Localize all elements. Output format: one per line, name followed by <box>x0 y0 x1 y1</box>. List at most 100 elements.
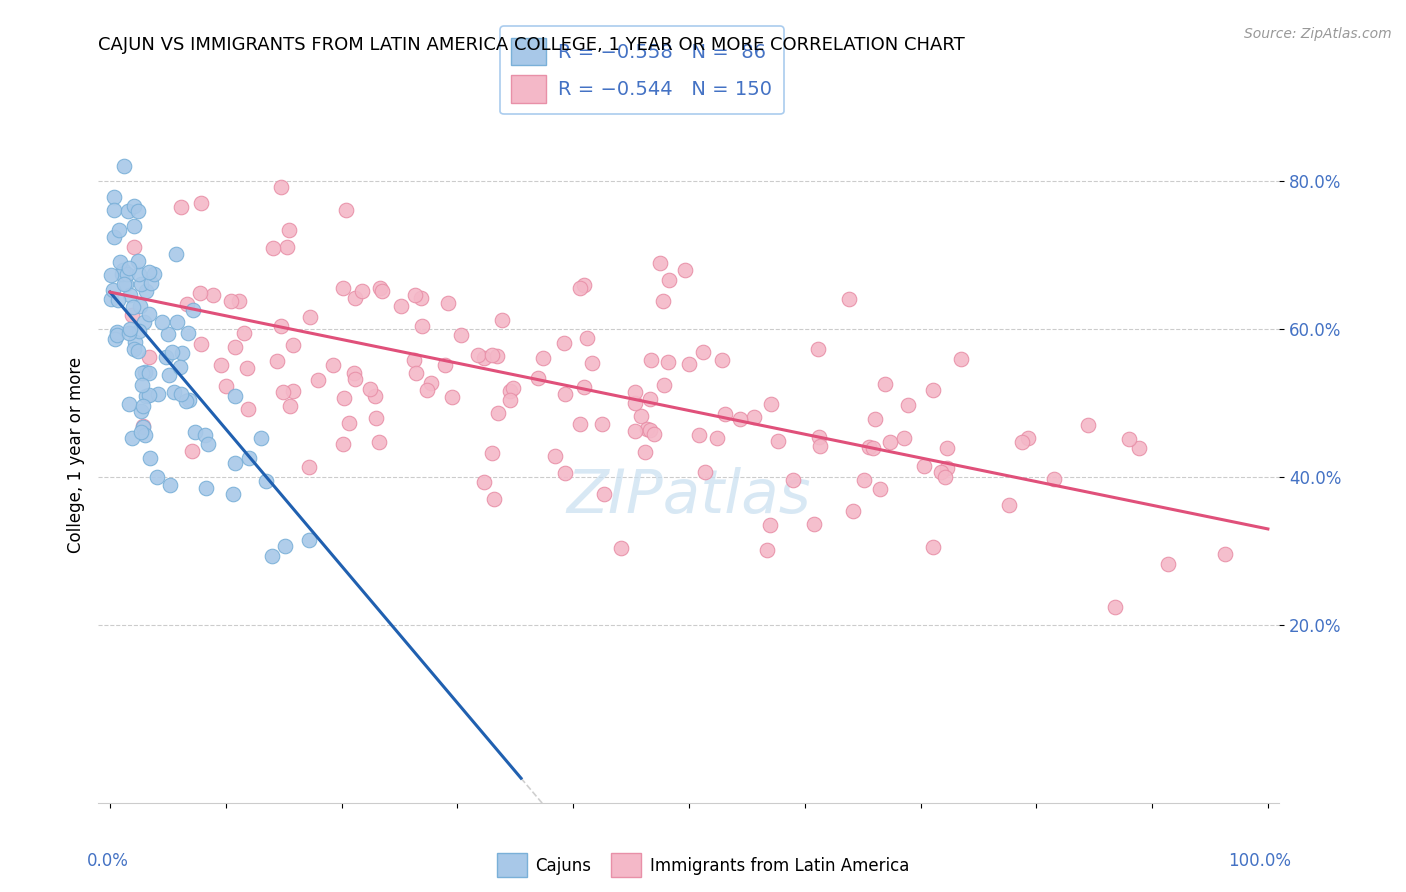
Text: CAJUN VS IMMIGRANTS FROM LATIN AMERICA COLLEGE, 1 YEAR OR MORE CORRELATION CHART: CAJUN VS IMMIGRANTS FROM LATIN AMERICA C… <box>98 36 965 54</box>
Point <box>332 436 354 450</box>
Point <box>134 428 156 442</box>
Point <box>572 380 595 394</box>
Point <box>118 397 141 411</box>
Point <box>132 419 155 434</box>
Point <box>553 336 575 351</box>
Point <box>250 431 273 445</box>
Point <box>591 417 613 432</box>
Point <box>333 392 356 406</box>
Point <box>1213 547 1236 561</box>
Point <box>111 263 134 277</box>
Point <box>581 355 603 369</box>
Point <box>997 498 1019 512</box>
Point <box>172 345 194 359</box>
Point <box>344 292 367 306</box>
Point <box>807 429 830 443</box>
Point <box>568 417 591 431</box>
Point <box>141 276 163 290</box>
Point <box>862 441 884 455</box>
Point <box>146 470 169 484</box>
Point <box>366 411 388 425</box>
Point <box>658 273 681 287</box>
Point <box>281 337 304 351</box>
Point <box>472 475 495 490</box>
Point <box>481 446 503 460</box>
Point <box>420 376 443 390</box>
Point <box>936 441 959 455</box>
Point <box>359 382 381 396</box>
Point <box>441 390 464 404</box>
Point <box>472 351 495 365</box>
Point <box>593 487 616 501</box>
Point <box>224 388 246 402</box>
Point <box>1077 417 1099 432</box>
Point <box>270 319 292 334</box>
Point <box>411 291 433 305</box>
Point <box>404 287 426 301</box>
Point <box>112 277 135 291</box>
Point <box>278 399 301 413</box>
Point <box>128 324 150 338</box>
Point <box>228 293 250 308</box>
Point <box>842 504 865 518</box>
Point <box>688 428 710 442</box>
Point <box>1128 442 1150 456</box>
Point <box>411 318 433 333</box>
Point <box>335 203 357 218</box>
Point <box>307 373 329 387</box>
Point <box>624 424 647 438</box>
Point <box>436 296 458 310</box>
Point <box>912 458 935 473</box>
Point <box>104 332 127 346</box>
Point <box>531 351 554 365</box>
Point <box>122 219 145 233</box>
Point <box>299 310 322 325</box>
Point <box>1104 600 1126 615</box>
Point <box>276 240 298 254</box>
Point <box>184 425 207 439</box>
Point <box>117 260 139 275</box>
Point <box>100 268 122 282</box>
Point <box>481 348 503 362</box>
Text: 0.0%: 0.0% <box>87 852 128 870</box>
Point <box>863 411 886 425</box>
Point <box>118 326 141 340</box>
Point <box>950 351 973 366</box>
Point <box>121 300 143 314</box>
Point <box>163 385 186 400</box>
Point <box>105 328 128 343</box>
Point <box>124 334 146 349</box>
Point <box>569 281 592 295</box>
Point <box>176 326 198 341</box>
Point <box>108 223 131 237</box>
Point <box>138 366 160 380</box>
Point <box>332 281 354 295</box>
Point <box>936 461 959 475</box>
Point <box>502 380 524 394</box>
Point <box>254 474 277 488</box>
Point <box>706 431 728 445</box>
Point <box>160 344 183 359</box>
Point <box>215 378 238 392</box>
Point <box>169 387 191 401</box>
Point <box>344 371 367 385</box>
Point <box>121 430 143 444</box>
Point <box>238 402 260 417</box>
Point <box>146 386 169 401</box>
Point <box>368 281 391 295</box>
Point <box>111 267 134 281</box>
Point <box>139 451 162 466</box>
Point <box>576 331 599 345</box>
Point <box>630 409 652 423</box>
Point <box>138 350 160 364</box>
Point <box>651 293 673 308</box>
Point <box>188 286 211 301</box>
Point <box>238 450 260 465</box>
Point <box>434 358 457 372</box>
Point <box>808 439 831 453</box>
Point <box>169 359 191 374</box>
Point <box>858 441 880 455</box>
Point <box>209 358 232 372</box>
Point <box>526 371 548 385</box>
Point <box>152 314 174 328</box>
